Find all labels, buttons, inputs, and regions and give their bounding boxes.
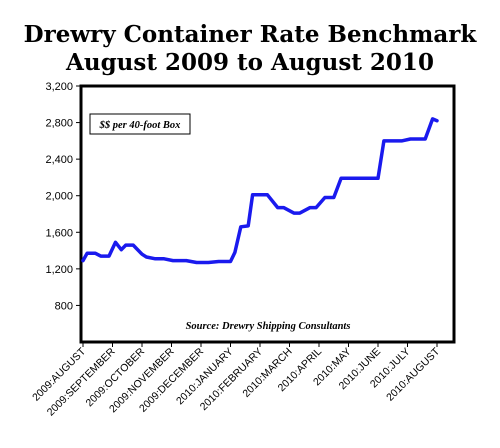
y-tick-label: 2,400 (45, 154, 73, 166)
legend-box (89, 113, 191, 135)
chart-title-line-1: Drewry Container Rate Benchmark (23, 21, 477, 48)
y-tick-label: 3,200 (45, 81, 73, 93)
x-tick-label: 2010:AUGUST (384, 345, 442, 403)
series-group (81, 117, 439, 265)
y-tick-label: 800 (55, 300, 73, 312)
y-tick-label: 1,600 (45, 227, 73, 239)
y-axis: 800 1,200 1,600 2,000 2,400 2,800 3,200 (45, 81, 81, 312)
chart-title-line-2: August 2009 to August 2010 (66, 49, 434, 76)
y-tick-label: 2,000 (45, 191, 73, 203)
y-tick-label: 1,200 (45, 264, 73, 276)
legend-box-text: $$ per 40-foot Box (99, 120, 181, 131)
source-note: Source: Drewry Shipping Consultants (186, 321, 351, 332)
series-line (81, 117, 439, 265)
y-tick-label: 2,800 (45, 118, 73, 130)
x-axis: 2009:AUGUST2009:SEPTEMBER2009:OCTOBER200… (30, 342, 443, 419)
